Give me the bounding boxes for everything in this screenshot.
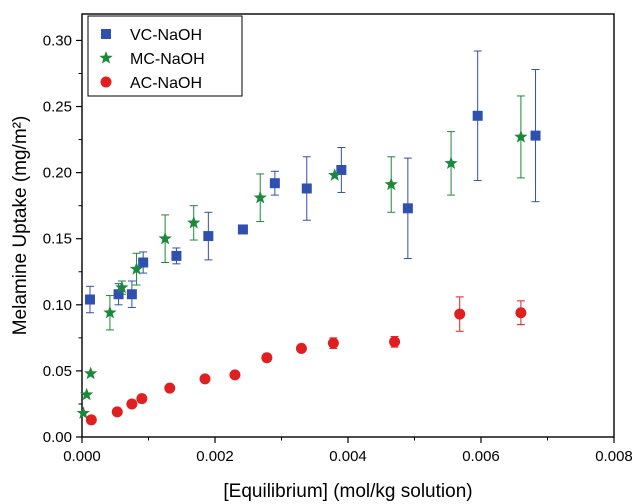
ac-naoh-point <box>164 382 176 394</box>
vc-naoh-point <box>138 257 149 268</box>
x-tick-label: 0.002 <box>196 448 234 465</box>
x-axis-title: [Equilibrium] (mol/kg solution) <box>223 481 472 502</box>
vc-naoh-point <box>472 110 483 121</box>
ac-naoh-point <box>136 393 148 405</box>
vc-naoh-point <box>402 203 413 214</box>
vc-naoh-point <box>171 250 182 261</box>
ac-naoh-point <box>295 342 307 354</box>
vc-naoh-point <box>203 231 214 242</box>
ac-naoh-point <box>389 336 401 348</box>
ac-naoh-legend-marker <box>100 76 112 88</box>
ac-naoh-point <box>261 352 273 364</box>
y-tick-label: 0.15 <box>43 231 72 248</box>
mc-naoh-point <box>253 190 267 204</box>
x-tick-label: 0.006 <box>462 448 500 465</box>
vc-naoh-legend-marker <box>101 29 111 39</box>
mc-naoh-point <box>129 262 144 275</box>
y-axis-ticks: 0.00 0.05 0.10 0.15 0.20 0.25 0.30 <box>43 32 82 446</box>
legend-box <box>87 15 243 97</box>
mc-naoh-point <box>187 215 201 229</box>
vc-naoh-point <box>126 289 137 300</box>
y-axis-title: Melamine Uptake (mg/m²) <box>10 116 31 336</box>
vc-naoh-point <box>113 289 124 300</box>
mc-naoh-point <box>158 231 172 245</box>
vc-naoh-point <box>237 224 248 235</box>
mc-naoh-point <box>514 129 528 143</box>
y-tick-label: 0.25 <box>43 99 72 116</box>
data-markers <box>76 110 541 426</box>
legend-label: VC-NaOH <box>130 27 202 44</box>
mc-naoh-point <box>444 156 458 170</box>
mc-naoh-point <box>328 168 342 181</box>
mc-naoh-point <box>103 305 117 319</box>
vc-naoh-point <box>530 130 541 141</box>
vc-naoh-point <box>301 183 312 194</box>
ac-naoh-point <box>229 369 241 381</box>
mc-naoh-point <box>384 177 398 191</box>
y-tick-label: 0.30 <box>43 32 72 49</box>
ac-naoh-point <box>515 307 527 319</box>
mc-naoh-legend-marker <box>99 51 113 64</box>
x-tick-label: 0.004 <box>329 448 367 465</box>
ac-naoh-point <box>126 398 138 410</box>
legend-label: AC-NaOH <box>130 75 202 92</box>
vc-naoh-point <box>269 178 280 189</box>
vc-naoh-point <box>336 164 347 175</box>
ac-naoh-point <box>327 337 339 349</box>
x-tick-label: 0.000 <box>63 448 101 465</box>
x-tick-label: 0.008 <box>595 448 633 465</box>
y-tick-label: 0.10 <box>43 297 72 314</box>
mc-naoh-point <box>83 366 98 380</box>
x-axis-ticks: 0.000 0.002 0.004 0.006 0.008 <box>63 437 633 465</box>
mc-naoh-point <box>76 406 90 419</box>
ac-naoh-point <box>85 414 97 426</box>
mc-naoh-point <box>115 280 129 294</box>
legend: VC-NaOH MC-NaOH AC-NaOH <box>87 15 243 97</box>
y-tick-label: 0.20 <box>43 165 72 182</box>
y-tick-label: 0.00 <box>43 429 72 446</box>
y-tick-label: 0.05 <box>43 363 72 380</box>
ac-naoh-point <box>111 406 123 418</box>
ac-naoh-point <box>454 308 466 320</box>
ac-naoh-point <box>199 373 211 385</box>
legend-label: MC-NaOH <box>130 51 205 68</box>
vc-naoh-point <box>84 294 95 305</box>
mc-naoh-point <box>80 387 94 401</box>
